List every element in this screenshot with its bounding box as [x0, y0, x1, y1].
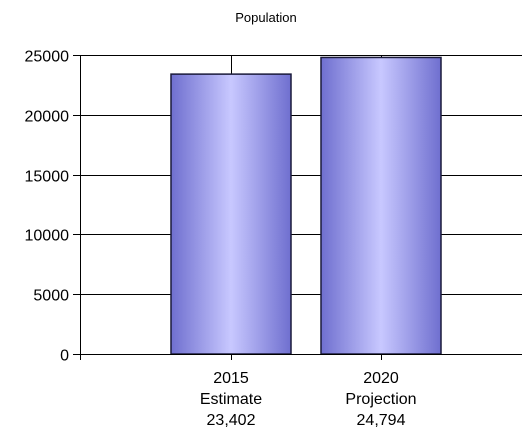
x-tick-year: 2015 [213, 370, 249, 387]
y-tick-label: 0 [60, 348, 69, 365]
bar-2015 [170, 73, 292, 355]
y-tick-label: 25000 [25, 49, 70, 66]
x-tick-label: Estimate [200, 391, 262, 408]
y-tick-label: 20000 [25, 109, 70, 126]
chart-title: Population [235, 10, 296, 25]
bar-2020 [320, 56, 442, 355]
data-label: 23,402 [207, 412, 256, 429]
x-tick-label: Projection [345, 391, 416, 408]
y-tick-label: 10000 [25, 228, 70, 245]
y-tick-label: 15000 [25, 169, 70, 186]
y-tick-label: 5000 [33, 288, 69, 305]
x-tick-year: 2020 [363, 370, 399, 387]
data-label: 24,794 [357, 412, 406, 429]
